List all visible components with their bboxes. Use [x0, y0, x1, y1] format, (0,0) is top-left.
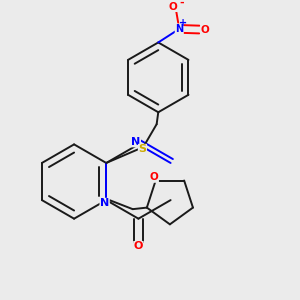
Text: N: N: [100, 198, 109, 208]
Text: N: N: [175, 24, 183, 34]
Text: O: O: [150, 172, 158, 182]
Text: N: N: [131, 137, 140, 147]
Text: S: S: [138, 144, 146, 154]
Text: -: -: [179, 0, 184, 8]
Text: O: O: [168, 2, 177, 12]
Text: O: O: [134, 242, 143, 251]
Text: O: O: [201, 25, 209, 34]
Text: +: +: [179, 18, 187, 28]
